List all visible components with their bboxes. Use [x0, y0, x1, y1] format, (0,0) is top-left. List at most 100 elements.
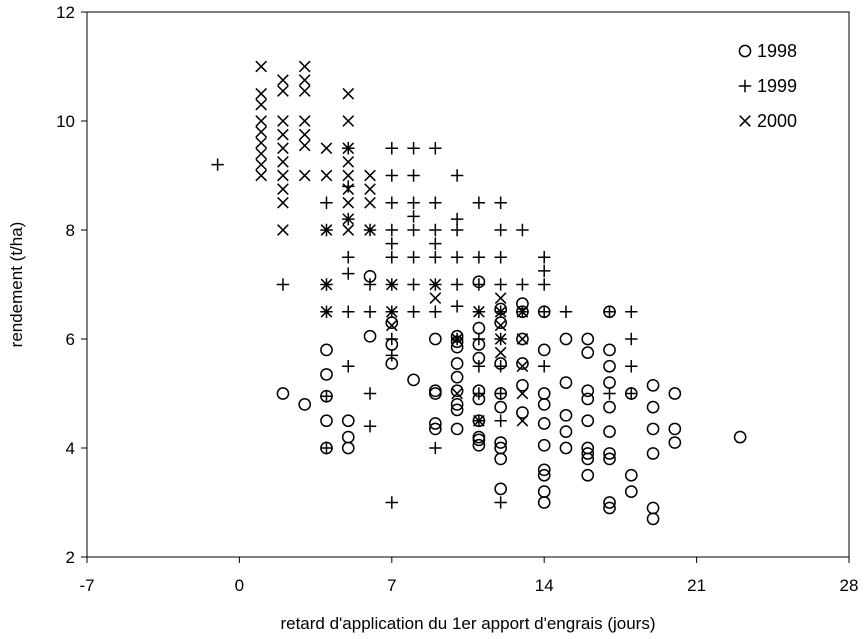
marker-shape	[559, 305, 573, 318]
point-2000	[277, 142, 289, 155]
marker-shape	[211, 158, 224, 171]
legend-marker-1999	[738, 79, 752, 93]
point-1998	[646, 422, 660, 436]
point-1998	[537, 485, 551, 498]
marker-shape	[472, 278, 486, 291]
point-2000	[473, 305, 485, 318]
marker-shape	[255, 87, 268, 100]
point-1998	[341, 414, 355, 428]
point-1999	[407, 210, 420, 223]
point-2000	[494, 319, 507, 332]
point-2000	[494, 333, 507, 345]
point-1999	[363, 387, 377, 400]
marker-shape	[559, 408, 573, 422]
point-1999	[516, 223, 529, 237]
y-tick-label: 8	[66, 221, 75, 240]
marker-shape	[320, 343, 333, 357]
marker-shape	[668, 422, 682, 436]
point-2000	[255, 98, 268, 111]
point-1999	[494, 360, 507, 373]
marker-shape	[385, 316, 399, 329]
point-2000	[320, 278, 333, 291]
marker-shape	[363, 278, 377, 291]
marker-shape	[451, 333, 463, 345]
marker-shape	[407, 223, 420, 237]
point-1999	[472, 278, 486, 291]
point-2000	[516, 305, 529, 318]
point-1998	[341, 430, 355, 444]
point-2000	[342, 224, 355, 236]
marker-shape	[603, 496, 616, 509]
point-2000	[516, 360, 529, 373]
point-1998	[450, 357, 464, 370]
marker-shape	[255, 169, 268, 182]
legend-label-1999: 1999	[757, 76, 797, 96]
marker-shape	[429, 142, 442, 155]
marker-shape	[320, 390, 333, 403]
point-1998	[603, 452, 616, 466]
point-1998	[537, 463, 551, 477]
marker-shape	[494, 400, 508, 414]
marker-shape	[342, 183, 355, 195]
marker-shape	[277, 183, 289, 195]
marker-shape	[298, 74, 311, 86]
marker-shape	[450, 384, 464, 398]
point-1999	[407, 223, 420, 237]
point-1999	[625, 387, 638, 400]
point-1998	[363, 329, 377, 343]
point-1998	[537, 496, 551, 509]
point-2000	[385, 305, 398, 318]
point-1999	[320, 196, 333, 209]
marker-shape	[646, 400, 660, 414]
marker-shape	[472, 332, 486, 346]
marker-shape	[538, 305, 551, 318]
point-1998	[581, 468, 595, 482]
point-1999	[429, 441, 442, 455]
marker-shape	[537, 468, 551, 482]
point-1999	[342, 305, 355, 318]
point-2000	[277, 183, 289, 195]
marker-shape	[581, 332, 595, 346]
marker-shape	[559, 332, 573, 346]
series-2000	[255, 60, 529, 427]
marker-shape	[472, 438, 486, 452]
point-2000	[494, 292, 507, 304]
point-1999	[450, 278, 464, 291]
marker-shape	[581, 384, 595, 398]
marker-shape	[298, 169, 311, 182]
point-1999	[211, 158, 224, 171]
marker-shape	[494, 387, 507, 400]
marker-shape	[537, 387, 551, 400]
marker-shape	[320, 368, 333, 381]
point-2000	[342, 169, 355, 182]
point-1998	[341, 441, 355, 455]
point-1998	[646, 512, 660, 526]
point-1999	[320, 390, 333, 403]
point-1998	[537, 417, 551, 430]
point-1999	[363, 420, 377, 433]
point-1999	[450, 251, 464, 264]
marker-shape	[385, 196, 398, 209]
point-2000	[342, 142, 355, 155]
point-2000	[298, 60, 311, 73]
point-1999	[385, 237, 398, 250]
marker-shape	[450, 357, 464, 370]
point-1998	[494, 436, 508, 449]
marker-shape	[473, 414, 485, 427]
point-1998	[733, 430, 747, 444]
marker-shape	[428, 332, 442, 346]
point-1999	[320, 441, 333, 455]
marker-shape	[516, 378, 529, 392]
marker-shape	[255, 98, 268, 111]
point-2000	[385, 278, 398, 291]
marker-shape	[450, 398, 464, 411]
marker-shape	[277, 128, 289, 141]
marker-shape	[385, 349, 398, 362]
point-1998	[428, 417, 442, 430]
point-1998	[320, 414, 333, 428]
point-1998	[646, 501, 660, 515]
y-tick-label: 4	[66, 439, 75, 458]
marker-shape	[277, 156, 289, 168]
point-1998	[581, 414, 595, 428]
marker-shape	[407, 210, 420, 223]
